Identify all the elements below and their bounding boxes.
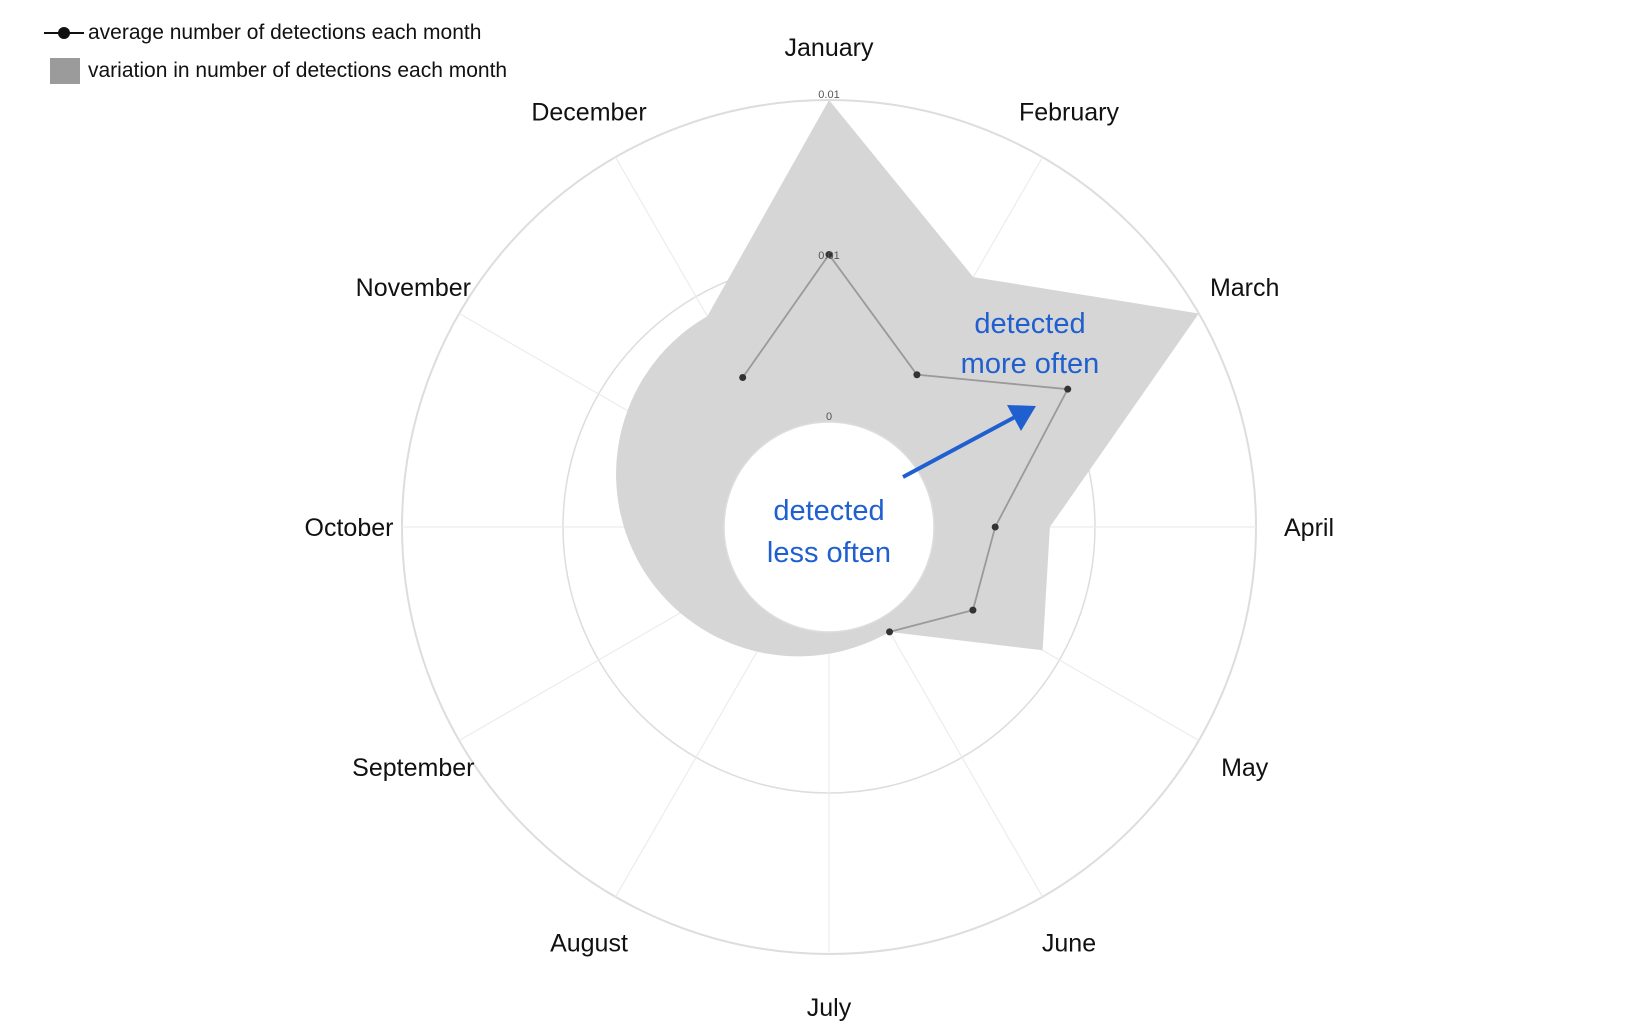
annotation-more-often-line1: detected bbox=[974, 308, 1085, 340]
radial-tick-label-0: 0 bbox=[826, 411, 832, 423]
average-point-april bbox=[991, 523, 999, 531]
average-point-june bbox=[886, 628, 894, 636]
average-line-layer bbox=[739, 251, 1072, 636]
annotation-less-often-line1: detected bbox=[773, 495, 884, 527]
annotation-arrow-shaft bbox=[902, 415, 1016, 479]
month-label-june: June bbox=[1042, 930, 1096, 958]
month-label-october: October bbox=[305, 514, 394, 542]
month-label-april: April bbox=[1284, 514, 1334, 542]
line-marker-icon bbox=[44, 23, 84, 43]
month-label-may: May bbox=[1221, 754, 1269, 782]
annotations: detected more often detected less often bbox=[767, 308, 1099, 569]
average-point-may bbox=[969, 606, 977, 614]
radial-tick-label-2: 0.01 bbox=[818, 89, 839, 101]
legend-item-average: average number of detections each month bbox=[44, 14, 507, 52]
average-point-december bbox=[739, 374, 747, 382]
inner-circle bbox=[723, 421, 935, 633]
annotation-arrow-head bbox=[1007, 405, 1036, 431]
area-swatch-icon bbox=[50, 58, 80, 84]
annotation-more-often-line2: more often bbox=[961, 348, 1100, 380]
legend: average number of detections each month … bbox=[44, 14, 507, 90]
month-label-february: February bbox=[1019, 98, 1120, 126]
month-label-january: January bbox=[785, 34, 874, 62]
legend-label-variation: variation in number of detections each m… bbox=[88, 59, 508, 82]
month-labels: January February March April May June July Augu… bbox=[305, 34, 1334, 1022]
radial-tick-label-1: 0.01 bbox=[818, 250, 839, 262]
month-label-november: November bbox=[356, 274, 471, 302]
month-label-december: December bbox=[531, 98, 646, 126]
average-point-march bbox=[1064, 385, 1072, 393]
average-point-february bbox=[913, 371, 921, 379]
legend-item-variation: variation in number of detections each m… bbox=[44, 52, 507, 90]
month-label-march: March bbox=[1210, 274, 1279, 302]
radial-tick-labels: 0 0.01 0.01 bbox=[818, 89, 839, 423]
month-label-august: August bbox=[550, 930, 628, 958]
legend-label-average: average number of detections each month bbox=[88, 21, 482, 44]
annotation-less-often-line2: less often bbox=[767, 537, 891, 569]
average-point-january bbox=[825, 251, 833, 259]
month-label-september: September bbox=[352, 754, 474, 782]
spoke-june bbox=[880, 617, 1044, 898]
spoke-august bbox=[614, 617, 778, 898]
month-label-july: July bbox=[807, 994, 852, 1022]
